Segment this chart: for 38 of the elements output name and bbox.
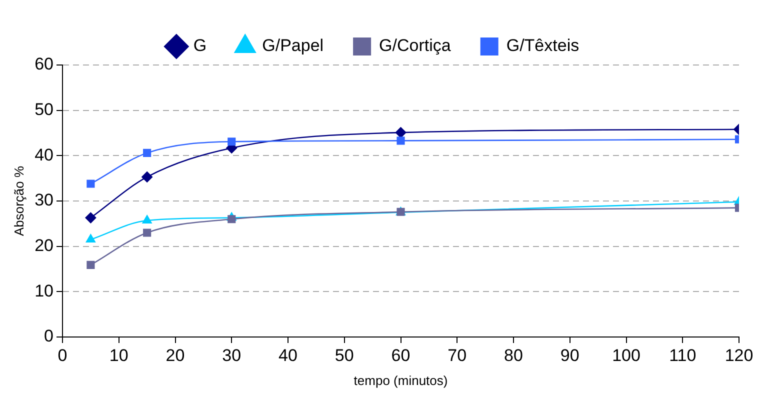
legend-label: G/Cortiça [379, 36, 452, 56]
point [228, 215, 236, 224]
x-tick-label: 30 [222, 346, 242, 365]
x-tick-label: 110 [669, 346, 696, 365]
x-tick-label: 40 [278, 346, 298, 365]
y-tick-label: 0 [44, 326, 54, 346]
x-tick-label: 0 [58, 346, 68, 365]
x-tick-label: 90 [560, 346, 580, 365]
point [85, 212, 96, 224]
point [142, 171, 153, 182]
x-tick-label: 80 [504, 346, 523, 365]
y-tick-label: 60 [34, 54, 54, 74]
x-tick-label: 60 [391, 346, 410, 365]
point [142, 214, 152, 224]
point [86, 180, 95, 188]
y-axis-title: Absorção % [11, 166, 26, 236]
y-tick-label: 20 [34, 236, 54, 256]
point [86, 260, 95, 269]
point [396, 136, 405, 145]
point [143, 148, 152, 157]
point [228, 138, 236, 146]
y-tick-label: 40 [34, 145, 54, 164]
x-axis-title: tempo (minutos) [354, 372, 448, 388]
point [86, 234, 96, 243]
x-tick-label: 50 [334, 346, 354, 365]
legend-label: G/Têxteis [506, 36, 580, 56]
y-tick-label: 50 [34, 100, 54, 120]
x-tick-label: 70 [448, 346, 467, 365]
x-tick-label: 10 [109, 346, 128, 365]
point [395, 127, 406, 138]
x-tick-label: 120 [724, 346, 754, 365]
legend-label: G [193, 36, 207, 56]
x-tick-label: 100 [612, 346, 640, 365]
x-tick-label: 20 [166, 346, 185, 365]
y-tick-label: 30 [34, 190, 54, 210]
point [143, 228, 152, 237]
legend-label: G/Papel [262, 36, 324, 56]
y-tick-label: 10 [34, 281, 54, 300]
